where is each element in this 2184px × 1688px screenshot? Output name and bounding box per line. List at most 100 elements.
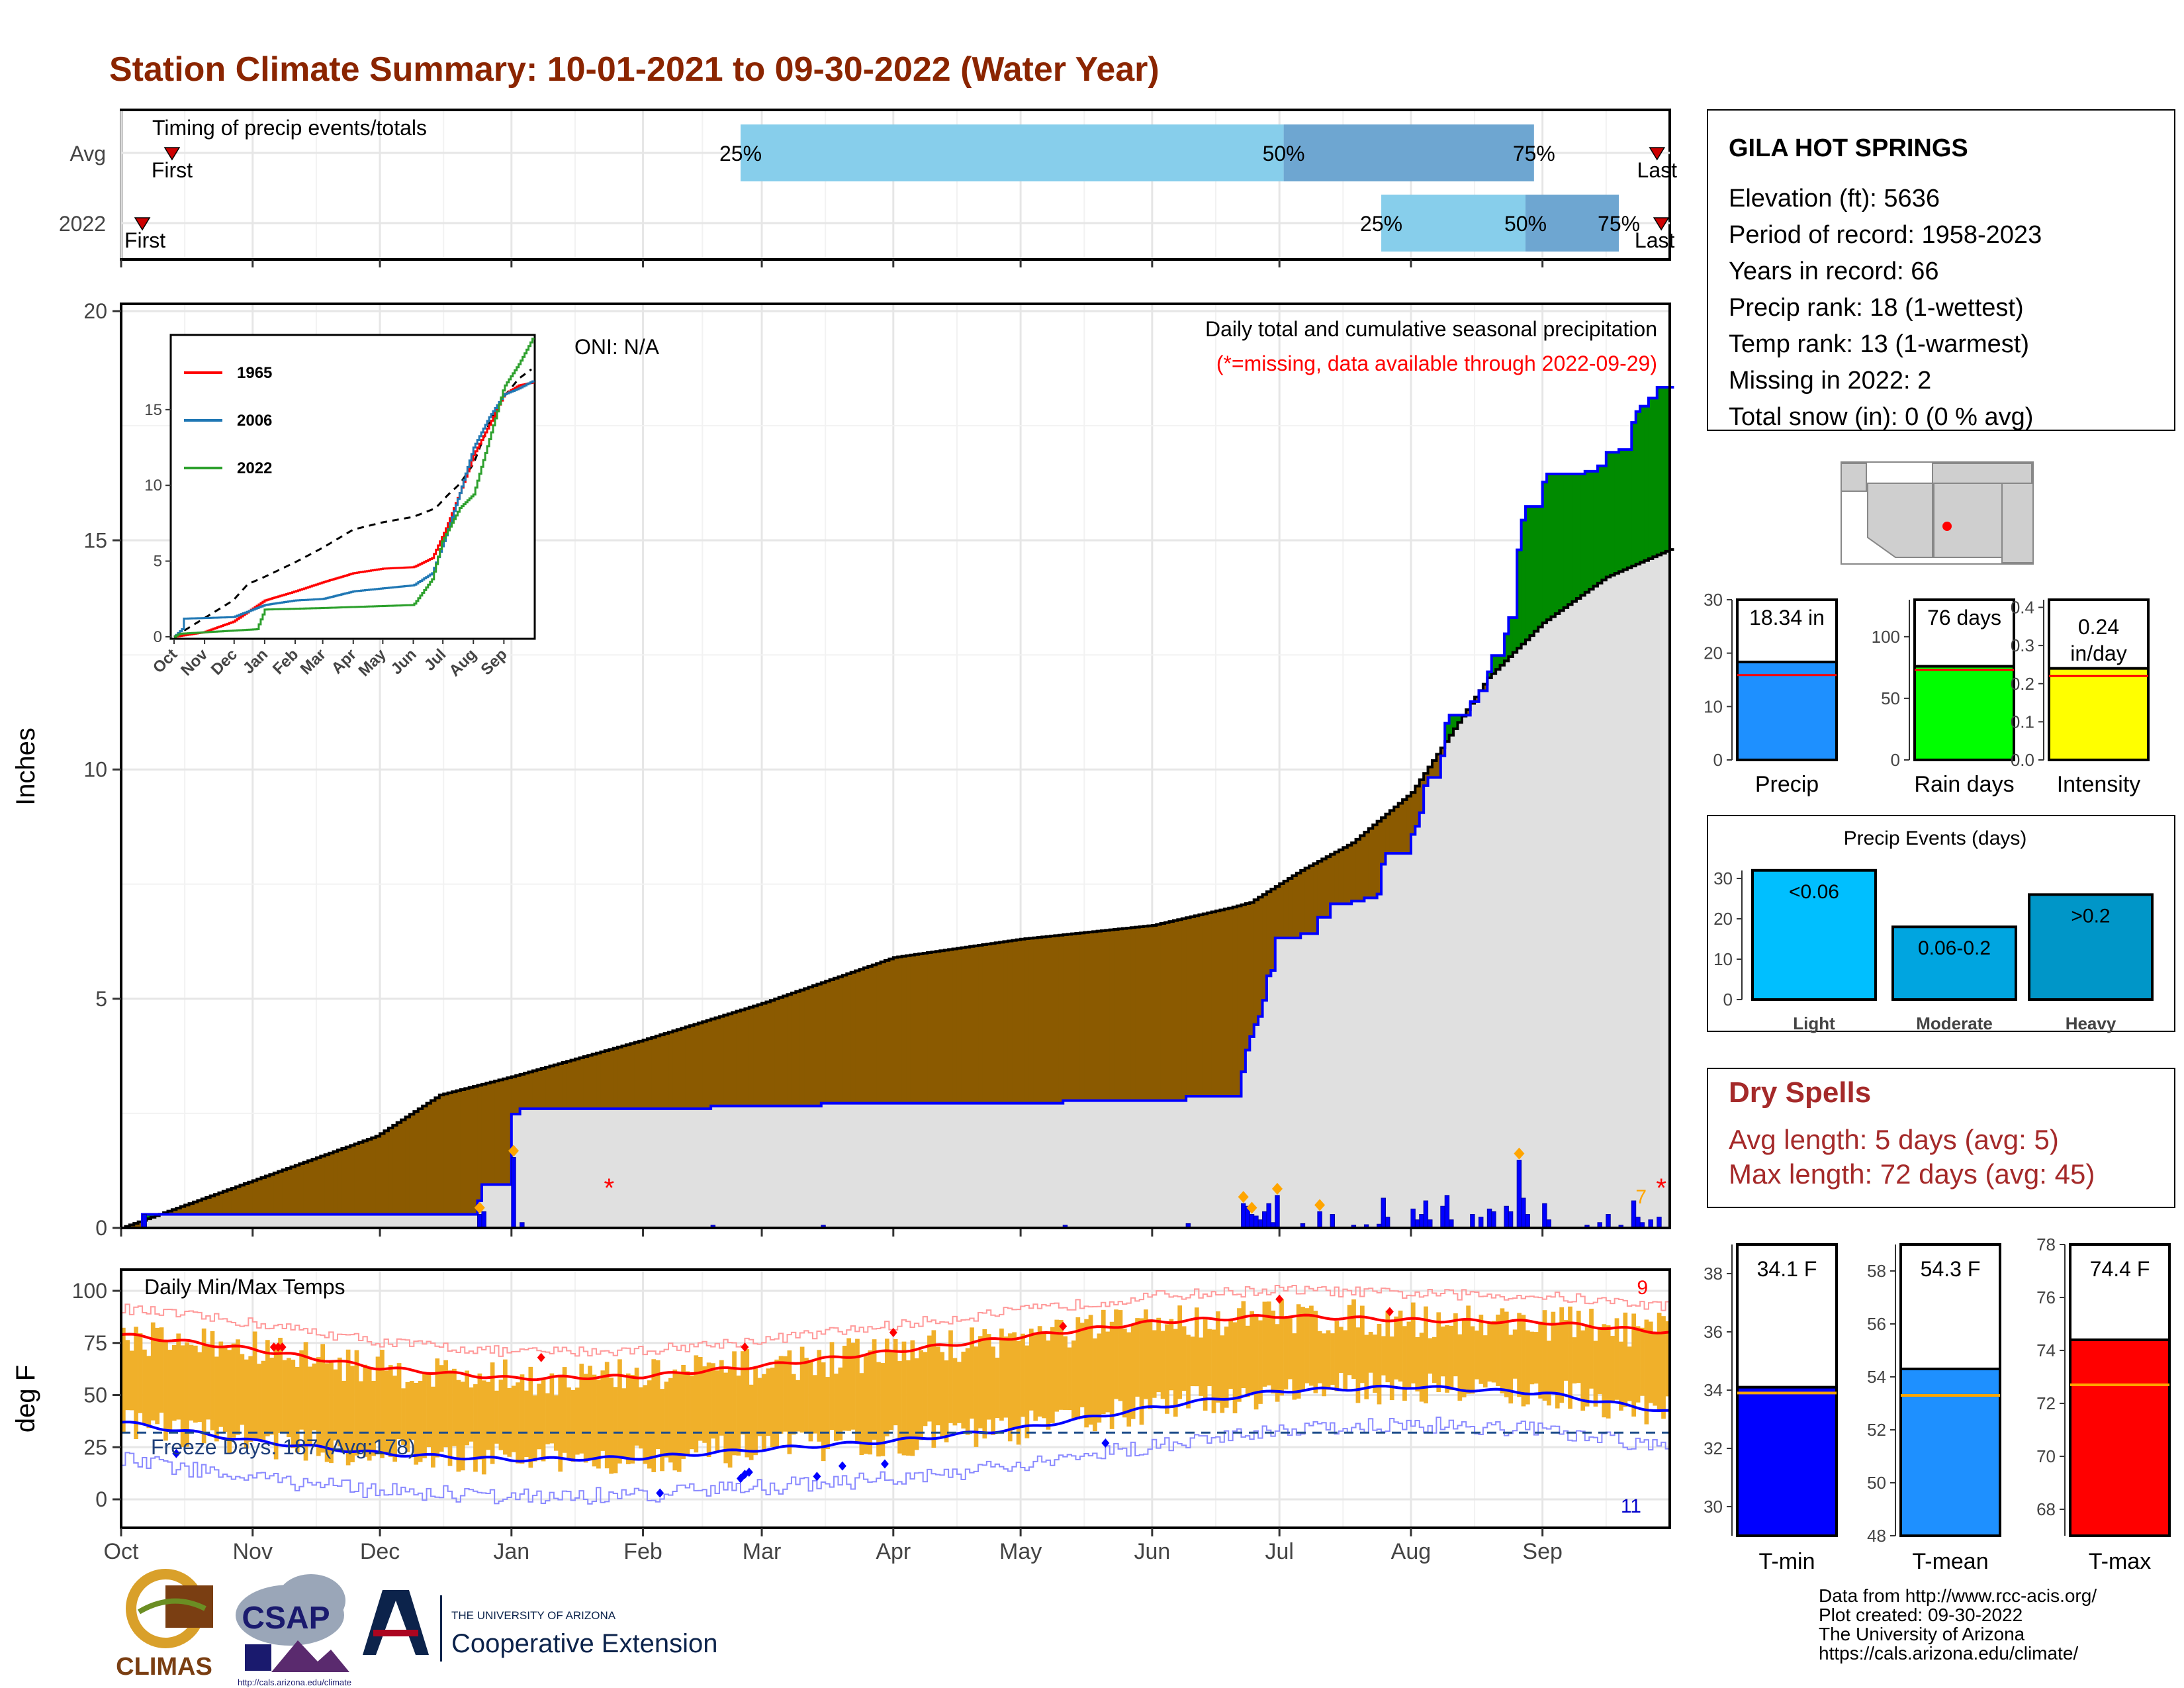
deficit-area [935, 951, 940, 1103]
footer-text: Data from http://www.rcc-acis.org/ Plot … [1819, 1585, 2097, 1664]
surplus-area [1602, 465, 1607, 581]
deficit-area [791, 993, 796, 1106]
daily-temp-bar [1440, 1326, 1445, 1377]
surplus-area [1491, 655, 1496, 674]
daily-temp-bar [1173, 1329, 1178, 1417]
daily-temp-bar [681, 1365, 686, 1459]
daily-temp-bar [303, 1342, 308, 1461]
deficit-area [592, 1054, 597, 1109]
daily-temp-bar [863, 1356, 868, 1454]
daily-temp-bar [770, 1368, 775, 1448]
daily-temp-bar [380, 1350, 385, 1458]
daily-temp-bar [1144, 1309, 1148, 1399]
daily-temp-bar [1266, 1301, 1271, 1385]
deficit-area [817, 984, 822, 1106]
daily-temp-bar [222, 1346, 228, 1432]
daily-temp-bar [354, 1350, 359, 1456]
deficit-area [749, 1007, 754, 1106]
daily-temp-bar [838, 1367, 843, 1440]
daily-temp-bar [549, 1373, 555, 1444]
deficit-area [1241, 904, 1246, 1072]
deficit-area [384, 1131, 389, 1215]
deficit-area [329, 1152, 334, 1215]
deficit-area [240, 1185, 245, 1215]
temp-summary-bar [1736, 1385, 1838, 1538]
daily-temp-bar [1207, 1329, 1212, 1386]
daily-temp-bar [1105, 1331, 1111, 1413]
daily-temp-bar [532, 1395, 537, 1462]
axis-tick-label: 32 [1704, 1438, 1723, 1458]
daily-temp-bar [231, 1343, 236, 1438]
climas-logo: CLIMAS [116, 1569, 213, 1681]
record-event-marker [1314, 1199, 1326, 1211]
temp-summary-bar [1899, 1368, 2001, 1537]
axis-tick-label: 50 [1881, 688, 1900, 708]
daily-temp-bar [1487, 1323, 1492, 1382]
daily-temp-bar [1347, 1305, 1352, 1376]
daily-temp-bar [384, 1370, 389, 1454]
axis-tick-label: 50 [1867, 1473, 1886, 1493]
daily-precip-bar [1479, 1217, 1484, 1229]
daily-temp-bar [1237, 1308, 1242, 1402]
daily-temp-bar [1122, 1328, 1127, 1418]
axis-tick-label: 100 [72, 1279, 107, 1303]
deficit-area [1033, 937, 1038, 1103]
deficit-area [681, 1028, 686, 1109]
daily-temp-bar [660, 1389, 664, 1472]
axis-tick-label: 70 [2036, 1446, 2056, 1466]
deficit-area [1118, 929, 1123, 1101]
deficit-area [359, 1142, 364, 1215]
daily-temp-bar [757, 1378, 762, 1436]
deficit-area [129, 1225, 134, 1228]
deficit-area [821, 982, 826, 1103]
daily-temp-bar [1317, 1331, 1322, 1383]
axis-tick-label: 0.0 [2011, 750, 2034, 770]
event-axis-label: Heavy [2066, 1013, 2116, 1033]
daily-temp-bar [218, 1341, 224, 1427]
deficit-area [884, 960, 889, 1103]
deficit-area [702, 1021, 707, 1109]
deficit-area [1079, 933, 1085, 1101]
daily-temp-bar [545, 1393, 550, 1444]
daily-temp-bar [1424, 1306, 1428, 1404]
deficit-area [1232, 907, 1238, 1097]
quartile-bar-light [741, 124, 1284, 181]
deficit-area [320, 1156, 326, 1215]
deficit-area [257, 1179, 262, 1215]
daily-temp-bar [1373, 1335, 1377, 1393]
deficit-area [354, 1144, 359, 1215]
deficit-area [850, 972, 856, 1103]
axis-tick-label: 72 [2036, 1393, 2056, 1413]
deficit-area [210, 1196, 215, 1215]
daily-temp-bar [320, 1344, 326, 1453]
daily-temp-bar [1470, 1326, 1475, 1394]
daily-temp-bar [727, 1369, 733, 1468]
deficit-area [732, 1012, 737, 1106]
daily-temp-bar [1343, 1330, 1348, 1389]
daily-temp-bar [935, 1346, 940, 1426]
deficit-area [1169, 921, 1174, 1101]
daily-temp-bar [1610, 1336, 1615, 1403]
axis-tick-label: 0.4 [2011, 598, 2034, 618]
deficit-area [574, 1058, 580, 1109]
daily-temp-bar [150, 1322, 156, 1421]
daily-temp-bar [931, 1330, 936, 1448]
record-low-marker [880, 1459, 889, 1469]
deficit-area [1228, 908, 1234, 1097]
daily-temp-bar [1521, 1315, 1526, 1407]
daily-temp-bar [312, 1363, 317, 1430]
deficit-area [447, 1092, 453, 1215]
daily-temp-bar [906, 1360, 911, 1456]
axis-tick-label: 78 [2036, 1235, 2056, 1254]
daily-precip-bar [1657, 1217, 1662, 1229]
daily-temp-bar [1288, 1317, 1293, 1380]
deficit-area [630, 1043, 635, 1109]
deficit-area [1275, 886, 1280, 938]
daily-temp-bar [685, 1371, 690, 1455]
missing-data-marker: * [1656, 1174, 1666, 1203]
deficit-area [956, 948, 962, 1103]
daily-temp-bar [596, 1380, 601, 1469]
record-event-marker [1246, 1201, 1257, 1214]
deficit-area [609, 1049, 614, 1109]
daily-temp-bar [588, 1366, 592, 1460]
